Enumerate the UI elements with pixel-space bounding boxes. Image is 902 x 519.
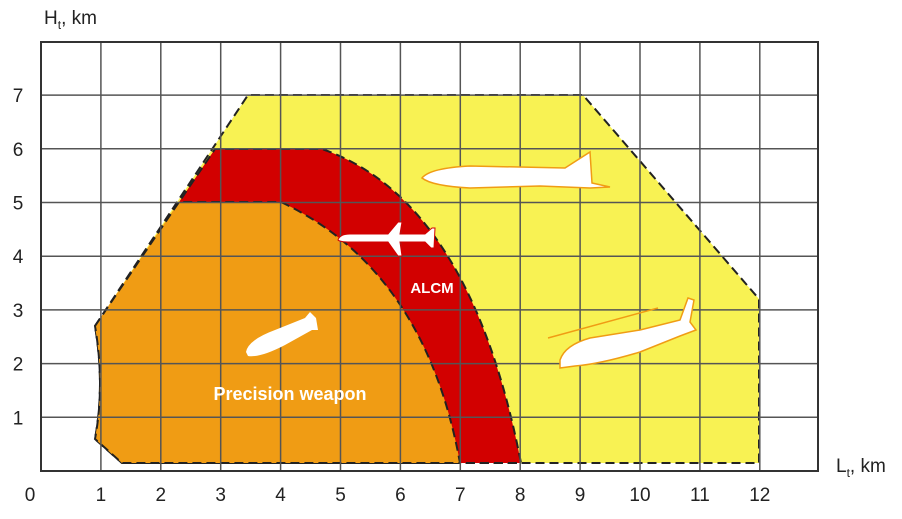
y-axis-label-unit: , km [61, 8, 97, 29]
y-tick-label: 3 [13, 301, 24, 322]
zone-label: Precision weapon [213, 384, 366, 404]
x-axis-label-unit: , km [850, 456, 886, 477]
y-tick-label: 4 [13, 247, 24, 268]
x-tick-label: 8 [515, 485, 526, 506]
y-tick-label: 1 [13, 408, 24, 429]
x-tick-label: 2 [156, 485, 167, 506]
x-tick-label: 1 [96, 485, 107, 506]
y-axis-label: Ht, km [44, 8, 97, 32]
y-tick-label: 5 [13, 194, 24, 215]
x-tick-label: 7 [455, 485, 466, 506]
x-tick-label: 9 [575, 485, 586, 506]
x-tick-label: 6 [395, 485, 406, 506]
y-axis-label-main: H [44, 8, 58, 29]
x-axis-label-main: L [836, 456, 847, 477]
page: {"y_axis": {"label": "H", "subscript": "… [0, 0, 902, 514]
y-tick-label: 2 [13, 355, 24, 376]
x-tick-label: 5 [335, 485, 346, 506]
diagram: ALCM Precision weapon Ht, km Lt, km 0123… [0, 0, 902, 514]
x-tick-label: 0 [25, 485, 36, 506]
x-tick-label: 4 [275, 485, 286, 506]
y-tick-label: 7 [13, 86, 24, 107]
y-tick-label: 6 [13, 140, 24, 161]
x-tick-label: 10 [629, 485, 650, 506]
x-tick-label: 3 [215, 485, 226, 506]
x-tick-label: 11 [690, 485, 710, 506]
x-tick-label: 12 [749, 485, 770, 506]
zone-label: ALCM [410, 280, 453, 297]
x-axis-label: Lt, km [836, 456, 886, 480]
